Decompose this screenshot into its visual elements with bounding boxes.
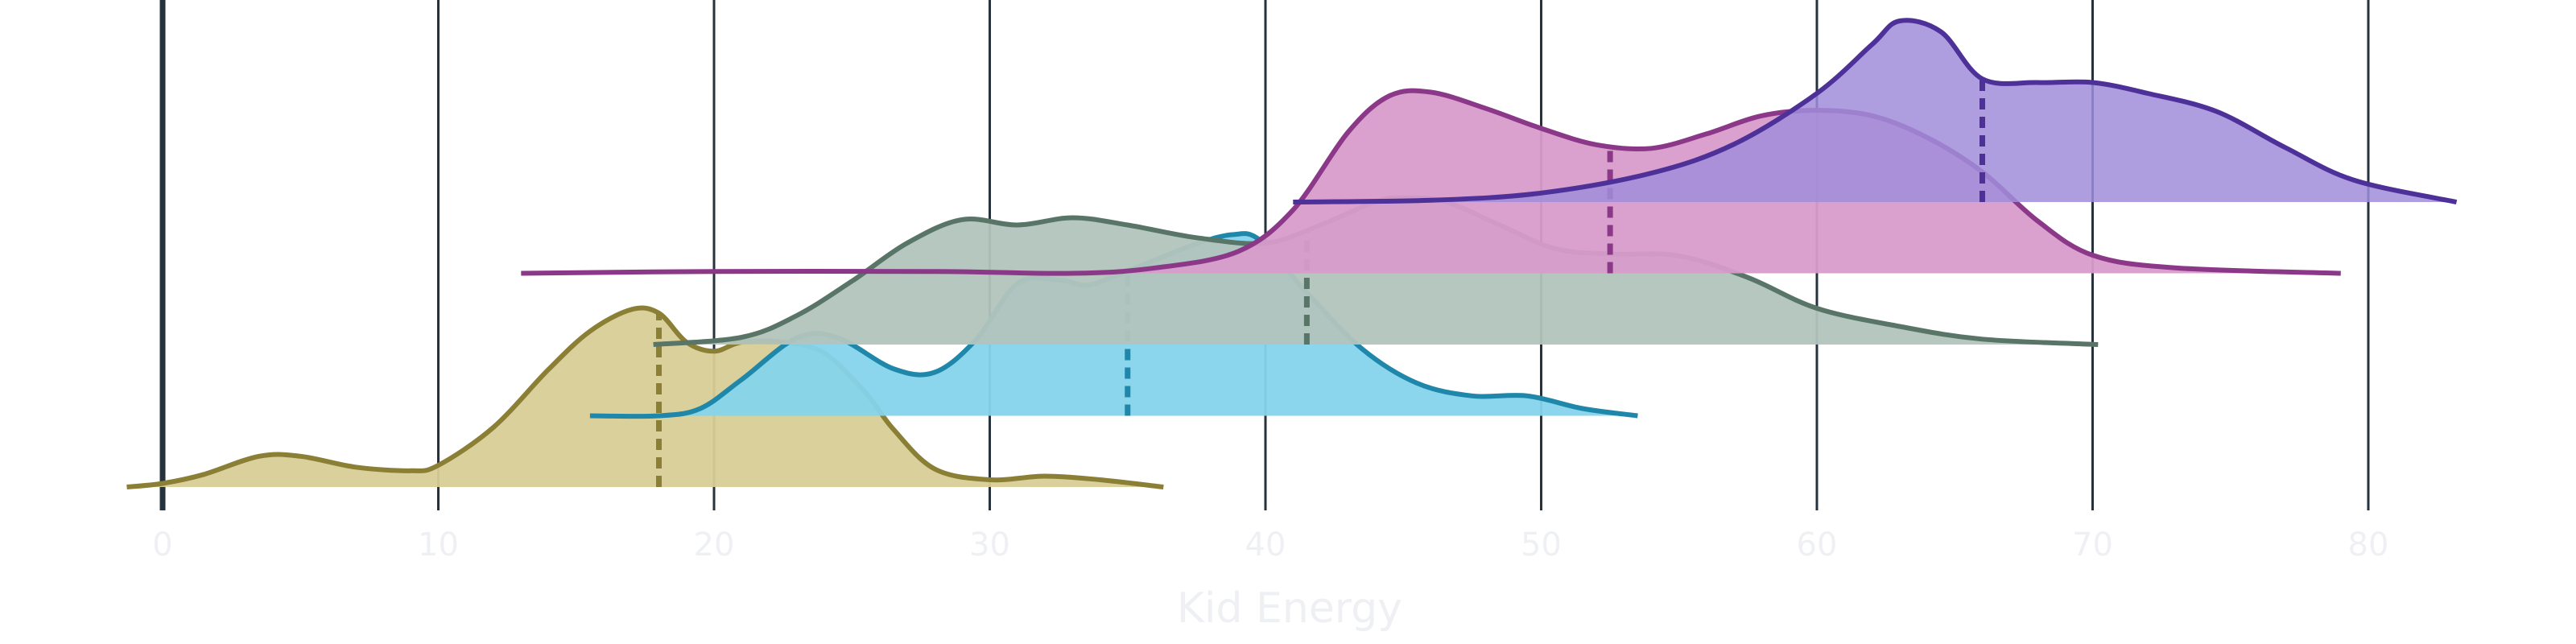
x-tick-label: 10: [418, 526, 459, 564]
x-axis-title: Kid Energy: [1177, 584, 1402, 633]
x-tick-label: 60: [1797, 526, 1838, 564]
ridge-fill: [1293, 20, 2457, 202]
x-tick-label: 20: [694, 526, 735, 564]
x-tick-label: 0: [152, 526, 172, 564]
ridge-outline: [126, 305, 1164, 489]
ridge-outline: [1293, 18, 2458, 204]
x-tick-label: 80: [2348, 526, 2389, 564]
x-tick-label: 30: [969, 526, 1010, 564]
density-ridges: [126, 18, 2458, 489]
x-axis-ticks: 0 10 20 30 40 50 60 70 80: [152, 526, 2388, 564]
x-tick-label: 40: [1245, 526, 1286, 564]
ridge-1: [126, 305, 1164, 489]
x-tick-label: 70: [2072, 526, 2113, 564]
x-tick-label: 50: [1521, 526, 1562, 564]
ridge-5: [1293, 18, 2458, 204]
